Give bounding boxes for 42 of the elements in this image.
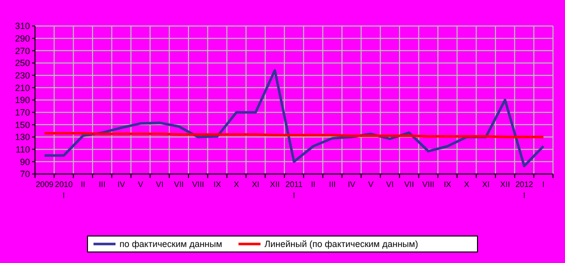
legend-label: по фактическим данным [120, 239, 222, 250]
x-tick-label: 2009 [36, 180, 54, 189]
x-tick-label: 2012 I [515, 180, 534, 200]
x-tick-label: 2010 I [54, 180, 74, 200]
x-tick-label: V [138, 180, 144, 189]
x-tick-label: VIII [422, 180, 434, 189]
y-tick-label: 130 [14, 132, 30, 142]
x-tick-label: IX [213, 180, 222, 189]
y-tick-label: 70 [20, 169, 30, 180]
x-tick-label: XII [270, 180, 280, 189]
y-tick-label: 230 [14, 70, 30, 80]
x-tick-label: IV [348, 180, 356, 189]
x-tick-label: V [368, 180, 374, 189]
x-tick-label: X [234, 180, 240, 189]
x-tick-label: XI [252, 180, 260, 189]
x-tick-label: I [542, 180, 545, 189]
legend-label: Линейный (по фактическим данным) [264, 239, 418, 250]
y-tick-label: 290 [14, 33, 30, 44]
y-tick-label: 190 [14, 95, 30, 106]
x-tick-label: XI [482, 180, 490, 189]
y-tick-label: 110 [16, 144, 30, 154]
x-tick-label: II [310, 180, 316, 189]
x-tick-label: VII [174, 180, 184, 189]
x-tick-label: VI [386, 180, 394, 189]
y-tick-label: 250 [14, 58, 30, 68]
y-tick-label: 150 [14, 120, 30, 130]
y-tick-label: 90 [20, 156, 30, 167]
x-tick-label: VIII [192, 180, 204, 189]
x-tick-label: XII [500, 180, 510, 189]
y-tick-label: 170 [14, 107, 30, 118]
x-tick-label: II [80, 180, 86, 189]
x-tick-label: X [464, 180, 470, 189]
y-tick-label: 270 [14, 46, 30, 56]
x-tick-label: III [329, 180, 336, 189]
x-tick-label: VI [156, 180, 164, 189]
x-tick-label: IV [118, 180, 126, 189]
x-tick-label: 2011 I [285, 180, 304, 200]
x-tick-label: IX [444, 180, 452, 189]
x-tick-label: VII [404, 180, 414, 189]
y-tick-label: 310 [14, 21, 30, 32]
y-tick-label: 210 [14, 82, 30, 93]
x-tick-label: III [98, 180, 106, 189]
